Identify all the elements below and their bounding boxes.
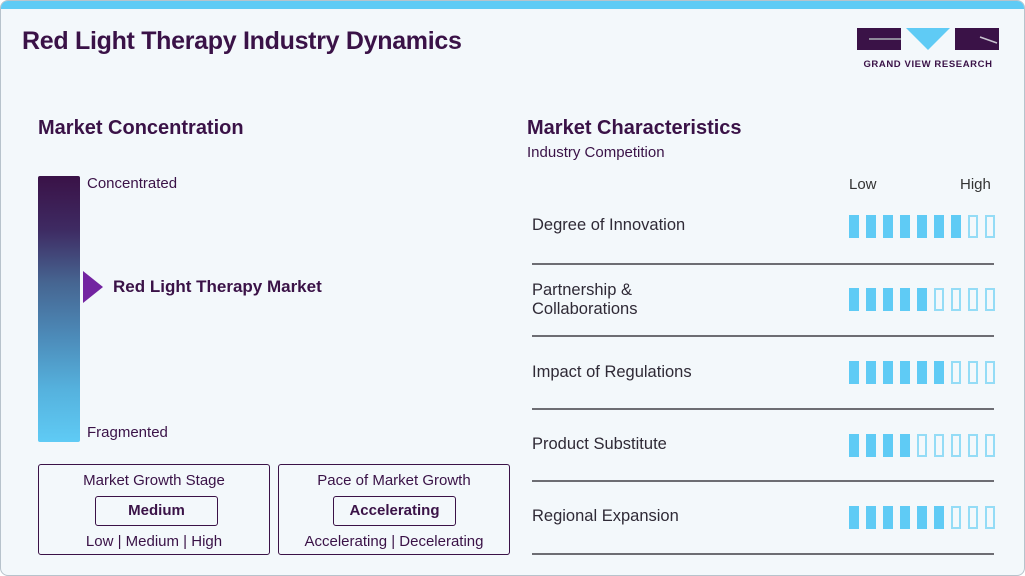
meter-regulations xyxy=(849,361,995,384)
meter-segment-filled xyxy=(866,506,876,529)
row-label-partnership-line1: Partnership & xyxy=(532,281,632,299)
meter-segment-filled xyxy=(849,361,859,384)
meter-segment-filled xyxy=(934,215,944,238)
market-pointer-label: Red Light Therapy Market xyxy=(113,277,322,296)
row-label-innovation: Degree of Innovation xyxy=(532,216,686,234)
row-label-partnership-line2: Collaborations xyxy=(532,300,638,318)
top-accent-bar xyxy=(1,1,1024,9)
meter-segment-filled xyxy=(917,288,927,311)
meter-segment-empty xyxy=(985,288,995,311)
meter-segment-filled xyxy=(900,361,910,384)
meter-segment-empty xyxy=(934,434,944,457)
meter-segment-empty xyxy=(985,361,995,384)
scale-low-label: Low xyxy=(849,176,877,193)
market-concentration-heading: Market Concentration xyxy=(38,117,244,139)
meter-segment-empty xyxy=(985,215,995,238)
meter-segment-filled xyxy=(917,215,927,238)
meter-innovation xyxy=(849,215,995,238)
row-label-regulations: Impact of Regulations xyxy=(532,363,692,381)
meter-segment-empty xyxy=(968,434,978,457)
market-growth-stage-box: Market Growth Stage Medium Low | Medium … xyxy=(38,464,270,555)
meter-segment-filled xyxy=(849,506,859,529)
row-label-regional-expansion: Regional Expansion xyxy=(532,507,679,525)
meter-segment-empty xyxy=(968,361,978,384)
row-label-partnership: Partnership & Collaborations xyxy=(532,281,637,319)
meter-segment-filled xyxy=(883,506,893,529)
growth-pace-value: Accelerating xyxy=(333,496,456,526)
meter-segment-filled xyxy=(866,215,876,238)
industry-competition-subtitle: Industry Competition xyxy=(527,144,665,161)
meter-segment-filled xyxy=(866,288,876,311)
concentration-gradient-bar xyxy=(38,176,80,442)
growth-stage-value: Medium xyxy=(95,496,218,526)
meter-segment-empty xyxy=(934,288,944,311)
meter-segment-empty xyxy=(985,506,995,529)
row-divider xyxy=(532,335,994,337)
meter-segment-filled xyxy=(900,434,910,457)
meter-segment-empty xyxy=(951,434,961,457)
growth-stage-title: Market Growth Stage xyxy=(83,472,225,489)
row-divider xyxy=(532,263,994,265)
meter-segment-filled xyxy=(866,361,876,384)
meter-segment-empty xyxy=(951,361,961,384)
meter-regional-expansion xyxy=(849,506,995,529)
market-pointer-icon xyxy=(83,271,103,303)
concentrated-label: Concentrated xyxy=(87,175,178,192)
meter-segment-empty xyxy=(951,506,961,529)
meter-segment-empty xyxy=(951,288,961,311)
pace-of-market-growth-box: Pace of Market Growth Accelerating Accel… xyxy=(278,464,510,555)
meter-segment-empty xyxy=(968,288,978,311)
meter-segment-filled xyxy=(883,215,893,238)
meter-segment-filled xyxy=(849,434,859,457)
market-characteristics-heading: Market Characteristics xyxy=(527,117,742,139)
grand-view-research-logo-icon xyxy=(857,28,999,50)
meter-segment-filled xyxy=(917,361,927,384)
meter-segment-filled xyxy=(900,506,910,529)
growth-pace-title: Pace of Market Growth xyxy=(317,472,471,489)
meter-segment-filled xyxy=(900,288,910,311)
row-divider xyxy=(532,408,994,410)
meter-segment-filled xyxy=(849,288,859,311)
meter-segment-empty xyxy=(968,506,978,529)
meter-segment-filled xyxy=(849,215,859,238)
meter-segment-filled xyxy=(883,288,893,311)
page-title: Red Light Therapy Industry Dynamics xyxy=(22,27,462,55)
fragmented-label: Fragmented xyxy=(87,424,168,441)
meter-segment-empty xyxy=(985,434,995,457)
logo-text: GRAND VIEW RESEARCH xyxy=(863,59,993,70)
row-label-product-substitute: Product Substitute xyxy=(532,435,667,453)
meter-partnership xyxy=(849,288,995,311)
meter-segment-filled xyxy=(951,215,961,238)
meter-segment-filled xyxy=(900,215,910,238)
growth-stage-options: Low | Medium | High xyxy=(85,533,223,550)
scale-high-label: High xyxy=(960,176,991,193)
row-divider xyxy=(532,480,994,482)
growth-pace-options: Accelerating | Decelerating xyxy=(304,533,484,550)
meter-segment-empty xyxy=(917,434,927,457)
meter-segment-filled xyxy=(934,506,944,529)
meter-segment-filled xyxy=(934,361,944,384)
meter-product-substitute xyxy=(849,434,995,457)
meter-segment-filled xyxy=(883,434,893,457)
meter-segment-filled xyxy=(866,434,876,457)
meter-segment-filled xyxy=(883,361,893,384)
row-divider xyxy=(532,553,994,555)
meter-segment-filled xyxy=(917,506,927,529)
meter-segment-empty xyxy=(968,215,978,238)
